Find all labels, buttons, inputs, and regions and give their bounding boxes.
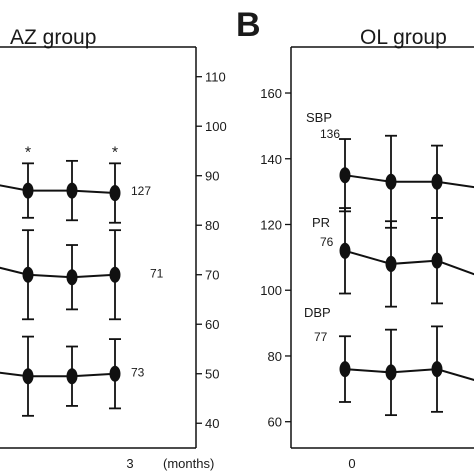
- az-axis-tick-label-110: 110: [205, 70, 226, 85]
- ol-series-name-1: PR: [312, 215, 330, 230]
- az-series-line-2: [0, 371, 116, 378]
- az-axis-tick-label-90: 90: [205, 169, 219, 184]
- ol-point-0-1: [385, 173, 397, 190]
- ol-axis-tick-label-120: 120: [260, 217, 282, 232]
- panel-ol: B OL group 60 80 100 120 140 160 SBP 136 PR 76 DB…: [236, 6, 474, 471]
- ol-point-0-2: [431, 173, 443, 190]
- ol-series-name-0: SBP: [306, 110, 332, 125]
- panel-az-title: AZ group: [10, 26, 96, 49]
- az-series-line-0: [0, 184, 116, 195]
- panel-letter-b: B: [236, 6, 261, 44]
- ol-axis-tick-label-140: 140: [260, 152, 282, 167]
- az-significance-star-0-3: *: [112, 144, 118, 161]
- ol-series-line-2: [344, 368, 474, 381]
- az-point-0-1: [22, 182, 34, 199]
- ol-series-baseline-1: 76: [320, 235, 334, 249]
- panel-az-axis-label: (months): [163, 456, 214, 471]
- ol-axis-tick-label-100: 100: [260, 283, 282, 298]
- ol-point-2-1: [385, 364, 397, 381]
- ol-axis-tick-label-160: 160: [260, 86, 282, 101]
- ol-series-line-1: [344, 249, 474, 276]
- ol-series-baseline-2: 77: [314, 330, 328, 344]
- az-axis-tick-label-70: 70: [205, 268, 219, 283]
- az-series-value-label-0: 127: [131, 184, 151, 198]
- az-point-2-1: [22, 368, 34, 385]
- az-point-1-3: [109, 266, 121, 283]
- az-series-value-label-1: 71: [150, 267, 164, 281]
- az-series-value-label-2: 73: [131, 366, 145, 380]
- panel-ol-title: OL group: [360, 26, 447, 49]
- ol-point-2-0: [339, 361, 351, 378]
- az-significance-star-0-1: *: [25, 144, 31, 161]
- ol-series-baseline-0: 136: [320, 127, 340, 141]
- az-axis-tick-label-80: 80: [205, 218, 219, 233]
- ol-axis-tick-label-80: 80: [268, 349, 282, 364]
- az-point-1-2: [66, 269, 78, 286]
- panel-az-right-axis: 40 50 60 70 80 90 100 110: [196, 70, 227, 431]
- ol-point-1-2: [431, 252, 443, 269]
- az-axis-tick-label-60: 60: [205, 317, 219, 332]
- az-point-0-2: [66, 182, 78, 199]
- az-series-line-1: [0, 266, 116, 279]
- az-axis-tick-label-40: 40: [205, 416, 219, 431]
- az-point-1-1: [22, 266, 34, 283]
- az-point-2-3: [109, 365, 121, 382]
- ol-point-0-0: [339, 167, 351, 184]
- panel-ol-left-axis: 60 80 100 120 140 160: [260, 86, 291, 430]
- ol-point-1-0: [339, 242, 351, 259]
- ol-point-2-2: [431, 361, 443, 378]
- ol-series-line-0: [344, 174, 474, 189]
- az-point-2-2: [66, 368, 78, 385]
- ol-axis-tick-label-60: 60: [268, 415, 282, 430]
- az-axis-tick-label-50: 50: [205, 367, 219, 382]
- panel-az-bottom-tick: 3: [126, 456, 133, 471]
- panel-ol-plot: SBP 136 PR 76 DBP 77: [304, 110, 474, 417]
- ol-series-name-2: DBP: [304, 305, 331, 320]
- panel-ol-bottom-tick: 0: [348, 456, 355, 471]
- panel-az-plot: * * 127 71 73: [0, 144, 164, 417]
- az-point-0-3: [109, 185, 121, 202]
- az-axis-tick-label-100: 100: [205, 119, 227, 134]
- ol-point-1-1: [385, 255, 397, 272]
